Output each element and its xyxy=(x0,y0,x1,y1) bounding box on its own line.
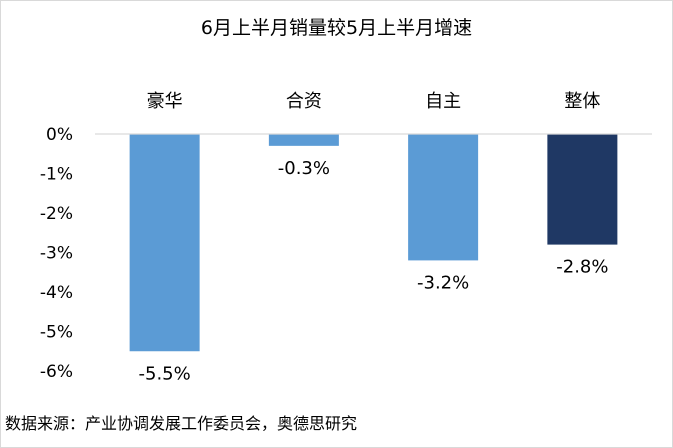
category-label: 豪华 xyxy=(147,91,183,112)
y-tick-label: -4% xyxy=(40,283,73,303)
data-label: -2.8% xyxy=(556,257,608,278)
y-tick-label: -5% xyxy=(40,323,73,343)
data-label: -3.2% xyxy=(417,272,469,293)
y-tick-label: -3% xyxy=(40,244,73,264)
bar-0 xyxy=(129,134,200,352)
category-label: 自主 xyxy=(425,91,461,112)
bar-3 xyxy=(547,134,618,245)
chart-title: 6月上半月销量较5月上半月增速 xyxy=(200,17,473,39)
data-label: -5.5% xyxy=(139,363,191,384)
bar-1 xyxy=(268,134,339,146)
bar-2 xyxy=(408,134,479,261)
y-tick-label: -2% xyxy=(40,204,73,224)
data-label: -0.3% xyxy=(278,158,330,179)
category-label: 整体 xyxy=(564,91,600,112)
y-tick-label: 0% xyxy=(46,125,73,145)
source-note: 数据来源：产业协调发展工作委员会，奥德思研究 xyxy=(5,414,358,433)
y-tick-label: -6% xyxy=(40,362,73,382)
category-label: 合资 xyxy=(286,91,322,112)
y-tick-label: -1% xyxy=(40,165,73,185)
